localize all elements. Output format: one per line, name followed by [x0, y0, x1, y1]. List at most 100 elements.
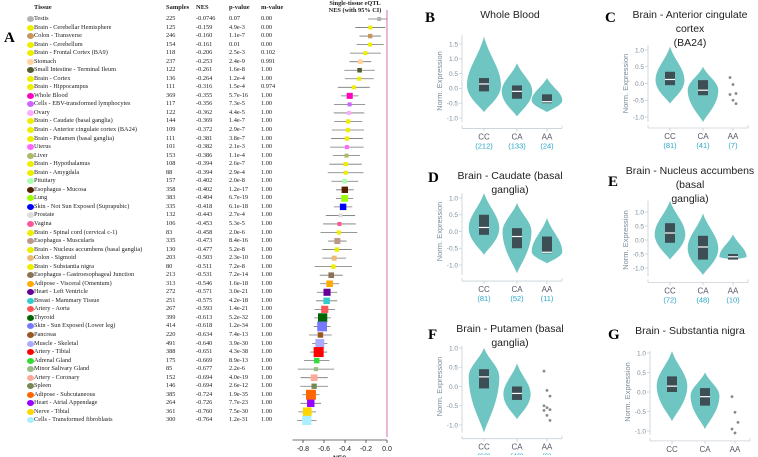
nes-marker: [331, 255, 337, 261]
tissue-name: Brain - Amygdala: [34, 168, 80, 176]
mvalue-value: 1.00: [261, 373, 273, 381]
tissue-color-dot: [27, 58, 34, 65]
nes-value: -0.473: [196, 237, 213, 245]
tissue-color-dot: [27, 366, 34, 373]
samples-value: 144: [166, 117, 176, 125]
samples-value: 264: [166, 399, 176, 407]
nes-value: -0.618: [196, 322, 213, 330]
sample-count: (72): [663, 295, 677, 304]
panel-title: Brain - Putamen (basal ganglia): [440, 322, 580, 350]
mvalue-value: 1.00: [261, 399, 273, 407]
outlier-point: [545, 413, 549, 417]
mvalue-value: 1.00: [261, 117, 273, 125]
nes-value: -0.382: [196, 143, 213, 151]
nes-value: -0.261: [196, 66, 213, 74]
samples-value: 132: [166, 211, 176, 219]
tissue-color-dot: [27, 33, 34, 40]
tissue-color-dot: [27, 144, 34, 151]
y-tick-label: -1.0: [635, 428, 647, 435]
samples-value: 101: [166, 143, 176, 151]
pvalue-value: 2.5e-3: [229, 49, 245, 57]
tissue-color-dot: [27, 67, 34, 74]
y-tick-label: 0.0: [449, 229, 458, 236]
mvalue-value: 0.00: [261, 15, 273, 22]
panel-letter-a: A: [4, 30, 15, 46]
pvalue-value: 2.0e-6: [229, 228, 245, 236]
nes-value: -0.453: [196, 219, 213, 227]
samples-value: 175: [166, 356, 176, 364]
nes-value: -0.402: [196, 185, 213, 193]
nes-marker: [334, 247, 340, 252]
tissue-color-dot: [27, 340, 34, 347]
y-tick-label: 0.5: [635, 64, 644, 71]
samples-value: 80: [166, 262, 173, 270]
mvalue-value: 0.102: [261, 49, 276, 57]
x-axis-label: NES: [333, 455, 347, 457]
nes-value: -0.531: [196, 271, 213, 279]
violin-panel-b: B Whole Blood 1.5 1.0 0.5 0.0 -0.5 -1.0 Norm. Ex…: [400, 0, 578, 160]
tissue-name: Artery - Coronary: [34, 373, 80, 381]
tissue-name: Uterus: [34, 143, 51, 151]
mvalue-value: 1.00: [261, 296, 273, 304]
y-axis-label: Norm. Expression: [435, 357, 444, 417]
mvalue-value: 1.00: [261, 348, 273, 356]
samples-value: 220: [166, 330, 176, 338]
violin-shape: [719, 234, 747, 260]
pvalue-value: 4.2e-18: [229, 296, 249, 304]
iqr-box: [542, 236, 552, 254]
samples-value: 111: [166, 83, 175, 91]
samples-value: 146: [166, 382, 176, 390]
nes-value: -0.394: [196, 168, 213, 176]
tissue-color-dot: [27, 178, 34, 185]
tissue-color-dot: [27, 169, 34, 176]
samples-value: 388: [166, 348, 176, 356]
sample-count: (212): [475, 141, 493, 150]
genotype-label: AA: [542, 132, 553, 141]
genotype-label: CC: [478, 443, 490, 452]
pvalue-value: 1.4e-7: [229, 117, 245, 125]
y-tick-label: -1.0: [447, 262, 459, 269]
nes-value: -0.356: [196, 100, 213, 108]
panel-title-line: Whole Blood: [480, 9, 540, 21]
pvalue-value: 1.2e-31: [229, 416, 249, 424]
y-axis-label: Norm. Expression: [621, 54, 630, 114]
x-tick-label: -0.6: [318, 446, 330, 453]
samples-value: 383: [166, 194, 176, 202]
pvalue-value: 1.9e-35: [229, 390, 249, 398]
nes-marker: [328, 272, 335, 279]
tissue-name: Esophagus - Mucosa: [34, 185, 87, 193]
x-tick-label: 0.0: [382, 446, 392, 453]
sample-count: (42): [510, 452, 524, 455]
y-tick-label: 0.0: [449, 384, 458, 391]
tissue-color-dot: [27, 400, 34, 407]
violin-shape: [468, 348, 500, 433]
tissue-name: Minor Salivary Gland: [34, 365, 90, 373]
samples-value: 85: [166, 365, 173, 373]
pvalue-value: 5.2e-32: [229, 313, 249, 321]
y-tick-label: -0.5: [633, 98, 645, 105]
sample-count: (50): [665, 454, 679, 455]
tissue-name: Colon - Sigmoid: [34, 254, 76, 262]
tissue-color-dot: [27, 417, 34, 424]
nes-value: -0.443: [196, 211, 213, 219]
samples-value: 117: [166, 100, 176, 108]
nes-marker: [347, 102, 352, 107]
mvalue-value: 1.00: [261, 177, 273, 185]
samples-value: 399: [166, 313, 176, 321]
mvalue-value: 1.00: [261, 211, 273, 219]
outlier-point: [730, 427, 734, 431]
nes-value: -0.404: [196, 194, 213, 202]
iqr-box: [479, 369, 489, 389]
pvalue-value: 7.2e-8: [229, 262, 245, 270]
genotype-label: CA: [511, 285, 523, 294]
sample-count: (52): [510, 294, 524, 303]
header-nes: NES: [196, 4, 209, 11]
tissue-color-dot: [27, 229, 34, 236]
pvalue-value: 3.0e-21: [229, 288, 249, 296]
genotype-label: AA: [728, 286, 739, 295]
iqr-box: [512, 85, 522, 99]
outlier-point: [542, 408, 546, 412]
samples-value: 335: [166, 237, 176, 245]
nes-marker: [346, 119, 351, 124]
